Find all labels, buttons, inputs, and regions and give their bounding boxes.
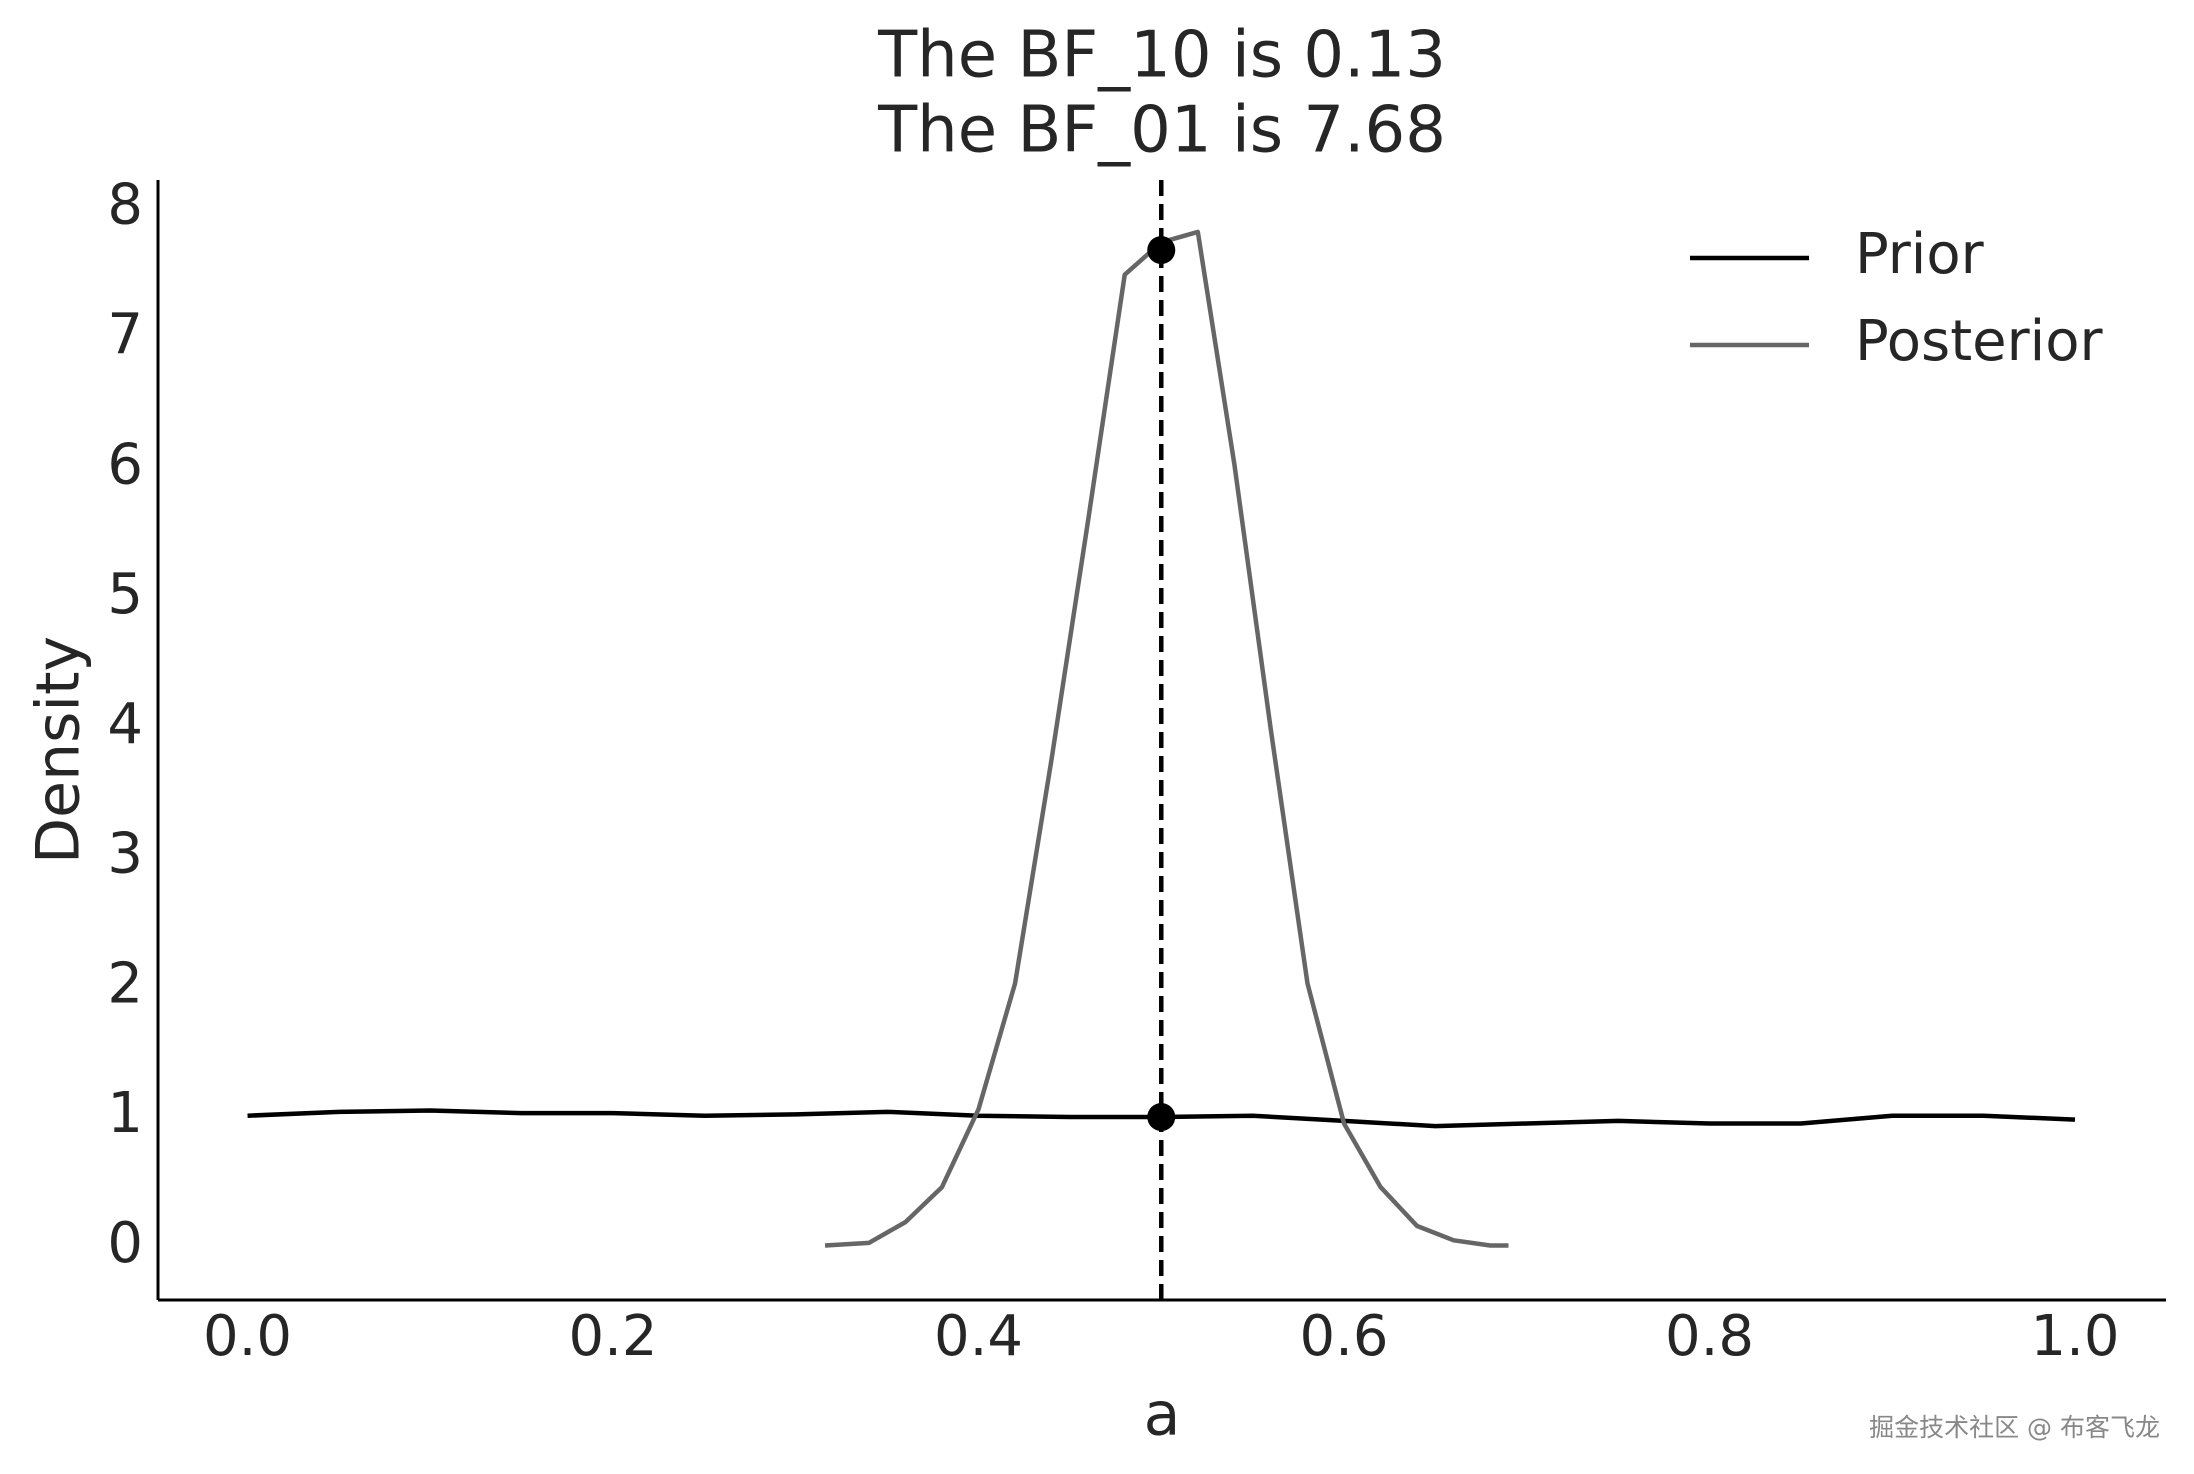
x-tick-label: 0.2 <box>569 1304 658 1369</box>
y-tick-label: 5 <box>107 562 143 627</box>
point-marker <box>1147 236 1176 265</box>
x-tick-label: 1.0 <box>2030 1304 2119 1369</box>
series-line <box>824 229 1509 1248</box>
watermark: 掘金技术社区 @ 布客飞龙 <box>1869 1413 2160 1442</box>
y-tick-label: 6 <box>107 432 143 497</box>
legend-label: Prior <box>1855 222 1985 287</box>
y-axis-label: Density <box>24 636 94 864</box>
x-axis-label: a <box>1144 1380 1181 1450</box>
y-tick-label: 3 <box>107 822 143 887</box>
chart-title: The BF_10 is 0.13 <box>877 19 1446 93</box>
x-tick-label: 0.0 <box>203 1304 292 1369</box>
y-tick-label: 7 <box>107 302 143 367</box>
x-tick-label: 0.6 <box>1299 1304 1388 1369</box>
y-tick-label: 1 <box>107 1081 143 1146</box>
x-tick-label: 0.8 <box>1665 1304 1754 1369</box>
legend-label: Posterior <box>1855 309 2103 374</box>
y-tick-label: 2 <box>107 951 143 1016</box>
x-tick-label: 0.4 <box>934 1304 1023 1369</box>
y-tick-label: 4 <box>107 692 143 757</box>
y-tick-label: 8 <box>107 173 143 238</box>
y-tick-label: 0 <box>107 1211 143 1276</box>
chart-title: The BF_01 is 7.68 <box>877 94 1446 168</box>
point-marker <box>1147 1103 1176 1132</box>
